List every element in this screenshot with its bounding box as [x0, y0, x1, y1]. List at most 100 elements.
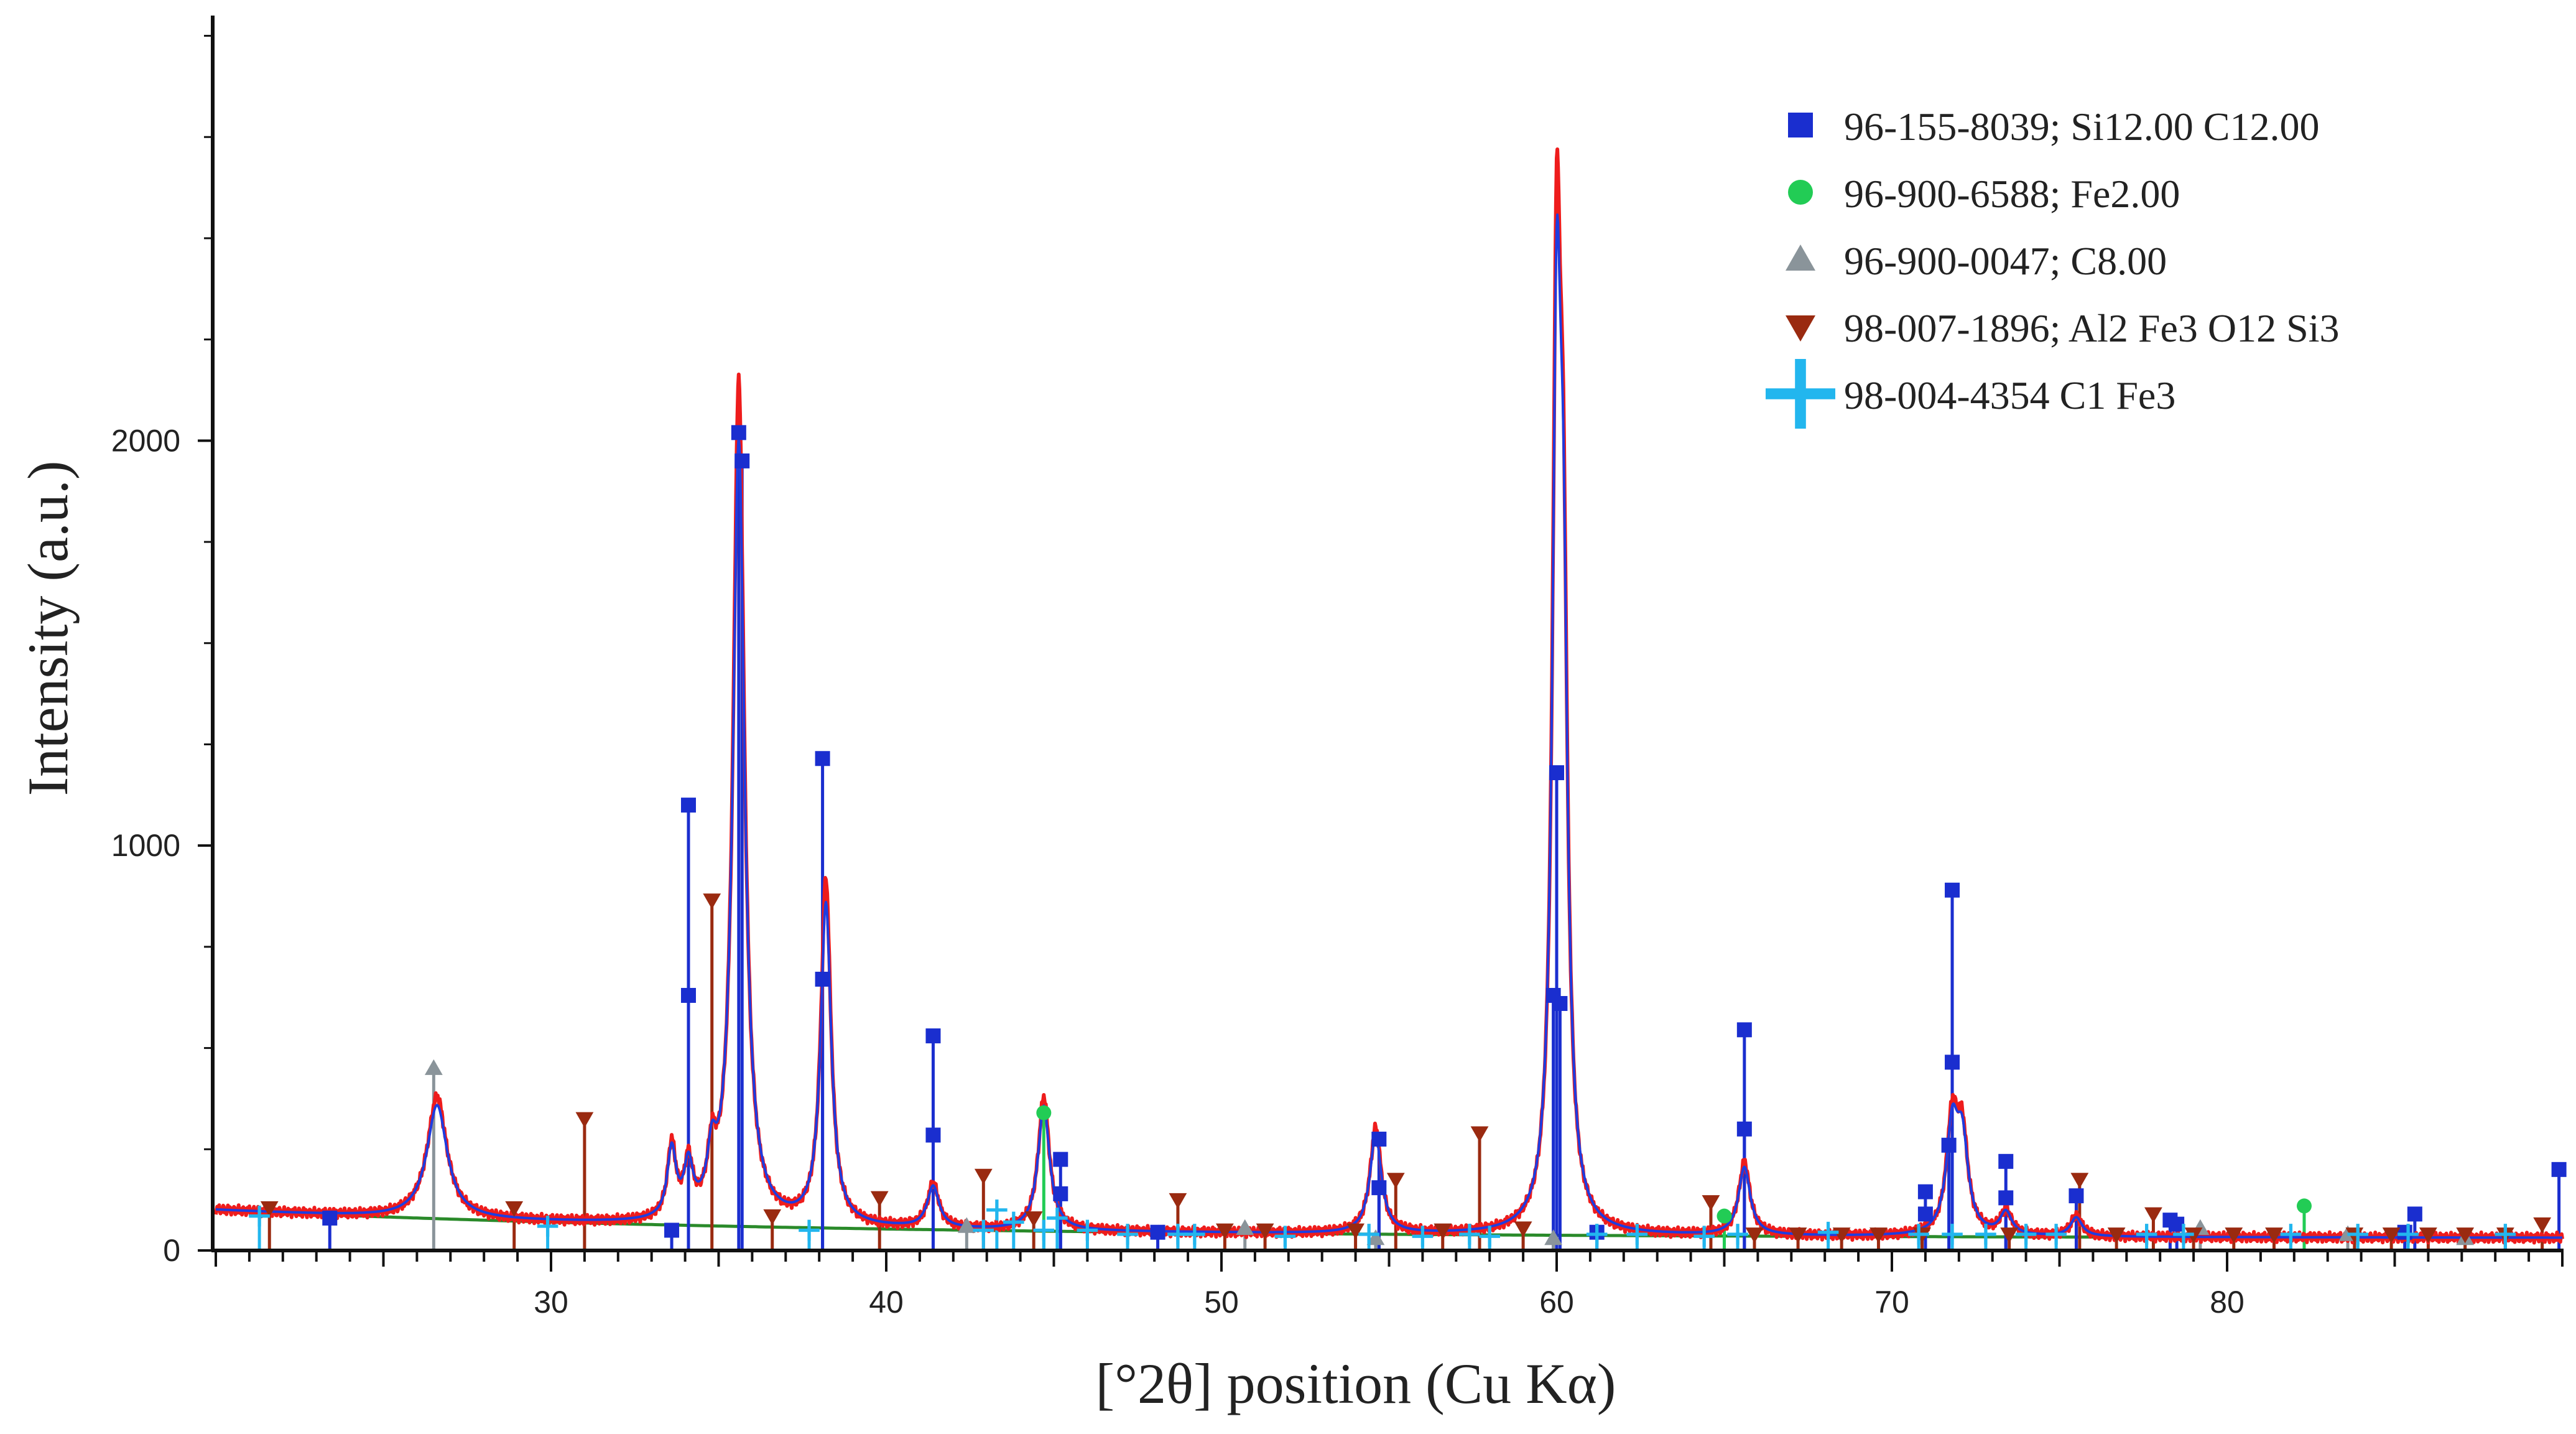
marker-sic-4	[731, 425, 746, 440]
marker-fe3c-23	[1942, 1224, 1963, 1245]
marker-sic-14	[1371, 1180, 1387, 1196]
y-axis-title: Intensity (a.u.)	[16, 460, 80, 796]
marker-fe3c-20	[1727, 1224, 1748, 1245]
marker-garnet-9	[1215, 1223, 1234, 1239]
marker-graphite-1	[957, 1217, 976, 1233]
marker-fe3c-18	[1626, 1224, 1648, 1245]
legend-marker-fe3c	[1766, 359, 1835, 429]
marker-fe-0	[1036, 1105, 1052, 1120]
marker-graphite-0	[424, 1059, 443, 1075]
x-tick-label-70: 70	[1874, 1285, 1909, 1320]
marker-sic-0	[322, 1210, 338, 1226]
marker-graphite-4	[1544, 1229, 1563, 1245]
marker-sic-27	[1998, 1190, 2014, 1206]
marker-garnet-25	[2144, 1207, 2162, 1223]
marker-sic-12	[1150, 1224, 1165, 1240]
marker-sic-6	[815, 751, 830, 766]
marker-garnet-2	[575, 1112, 594, 1128]
marker-fe3c-14	[1412, 1226, 1434, 1247]
marker-fe3c-30	[2347, 1224, 2369, 1245]
legend-label-garnet: 98-007-1896; Al2 Fe3 O12 Si3	[1844, 306, 2339, 350]
marker-garnet-31	[2419, 1227, 2437, 1244]
marker-fe3c-5	[1003, 1211, 1024, 1233]
marker-fe3c-31	[2398, 1224, 2419, 1245]
x-tick-label-60: 60	[1539, 1285, 1574, 1320]
x-axis-title: [°2θ] position (Cu Kα)	[1096, 1352, 1616, 1415]
marker-fe3c-26	[2046, 1224, 2067, 1245]
marker-garnet-18	[1789, 1227, 1807, 1244]
x-tick-label-30: 30	[534, 1285, 568, 1320]
marker-garnet-4	[763, 1209, 782, 1226]
marker-sic-23	[1945, 882, 1960, 898]
marker-garnet-15	[1514, 1221, 1532, 1237]
legend-label-graphite: 96-900-0047; C8.00	[1844, 239, 2167, 283]
marker-fe-1	[1717, 1208, 1732, 1224]
marker-fe3c-9	[1117, 1224, 1138, 1245]
marker-fe3c-21	[1817, 1221, 1839, 1243]
marker-garnet-14	[1470, 1126, 1489, 1142]
marker-sic-10	[1053, 1152, 1068, 1167]
x-tick-label-80: 80	[2210, 1285, 2245, 1320]
marker-fe3c-4	[986, 1199, 1008, 1221]
calculated-fit-line	[215, 213, 2563, 1239]
marker-garnet-10	[1256, 1223, 1274, 1239]
marker-fe3c-11	[1184, 1224, 1205, 1245]
marker-fe-2	[2296, 1198, 2312, 1214]
marker-garnet-17	[1745, 1227, 1764, 1244]
legend-label-fe3c: 98-004-4354 C1 Fe3	[1844, 373, 2175, 417]
marker-fe3c-24	[1975, 1224, 1996, 1245]
marker-garnet-30	[2382, 1227, 2401, 1244]
marker-fe3c-27	[2136, 1224, 2157, 1245]
marker-garnet-13	[1434, 1223, 1452, 1239]
marker-garnet-23	[2070, 1173, 2089, 1189]
legend-marker-sic	[1788, 113, 1813, 137]
marker-sic-22	[1917, 1206, 1933, 1222]
marker-garnet-7	[1024, 1211, 1043, 1227]
marker-fe3c-32	[2495, 1224, 2516, 1245]
marker-fe3c-13	[1358, 1224, 1379, 1245]
marker-garnet-5	[870, 1191, 889, 1207]
y-tick-label-2000: 2000	[111, 423, 180, 458]
y-ticks: 0 1000 2000	[111, 35, 213, 1268]
marker-garnet-34	[2533, 1217, 2552, 1234]
marker-sic-33	[2551, 1162, 2567, 1177]
marker-sic-19	[1736, 1022, 1752, 1038]
marker-sic-13	[1371, 1132, 1387, 1147]
marker-sic-20	[1736, 1121, 1752, 1137]
marker-sic-31	[2407, 1206, 2422, 1222]
marker-fe3c-29	[2280, 1224, 2302, 1245]
marker-fe3c-2	[799, 1219, 820, 1241]
marker-garnet-3	[703, 893, 721, 910]
marker-sic-5	[734, 453, 750, 468]
marker-garnet-0	[260, 1201, 279, 1218]
marker-fe3c-22	[1908, 1224, 1929, 1245]
marker-garnet-22	[2000, 1227, 2019, 1244]
marker-fe3c-19	[1693, 1226, 1715, 1247]
marker-garnet-8	[1169, 1193, 1187, 1209]
marker-sic-3	[680, 987, 696, 1003]
measured-pattern-layer	[214, 147, 2564, 1245]
marker-sic-1	[664, 1222, 680, 1238]
marker-sic-28	[2069, 1188, 2084, 1204]
x-tick-label-50: 50	[1204, 1285, 1239, 1320]
legend-marker-fe	[1788, 180, 1813, 205]
marker-garnet-32	[2456, 1227, 2475, 1244]
reference-markers-layer	[249, 425, 2567, 1247]
marker-fe3c-0	[249, 1205, 270, 1227]
marker-fe3c-6	[1033, 1219, 1055, 1241]
marker-garnet-1	[505, 1201, 524, 1218]
marker-graphite-2	[1236, 1219, 1254, 1236]
marker-garnet-20	[1869, 1227, 1888, 1244]
marker-sic-8	[925, 1028, 941, 1044]
marker-sic-24	[1945, 1055, 1960, 1070]
axes: 30 40 50 60 70 80 0 1000 2000	[111, 16, 2564, 1320]
marker-sic-11	[1053, 1186, 1068, 1201]
y-tick-label-0: 0	[163, 1233, 180, 1268]
marker-garnet-27	[2225, 1227, 2243, 1244]
marker-fe3c-28	[2173, 1224, 2194, 1245]
marker-sic-2	[680, 798, 696, 813]
marker-fe3c-12	[1274, 1226, 1296, 1247]
marker-sic-32	[2397, 1224, 2412, 1240]
marker-sic-21	[1917, 1184, 1933, 1199]
